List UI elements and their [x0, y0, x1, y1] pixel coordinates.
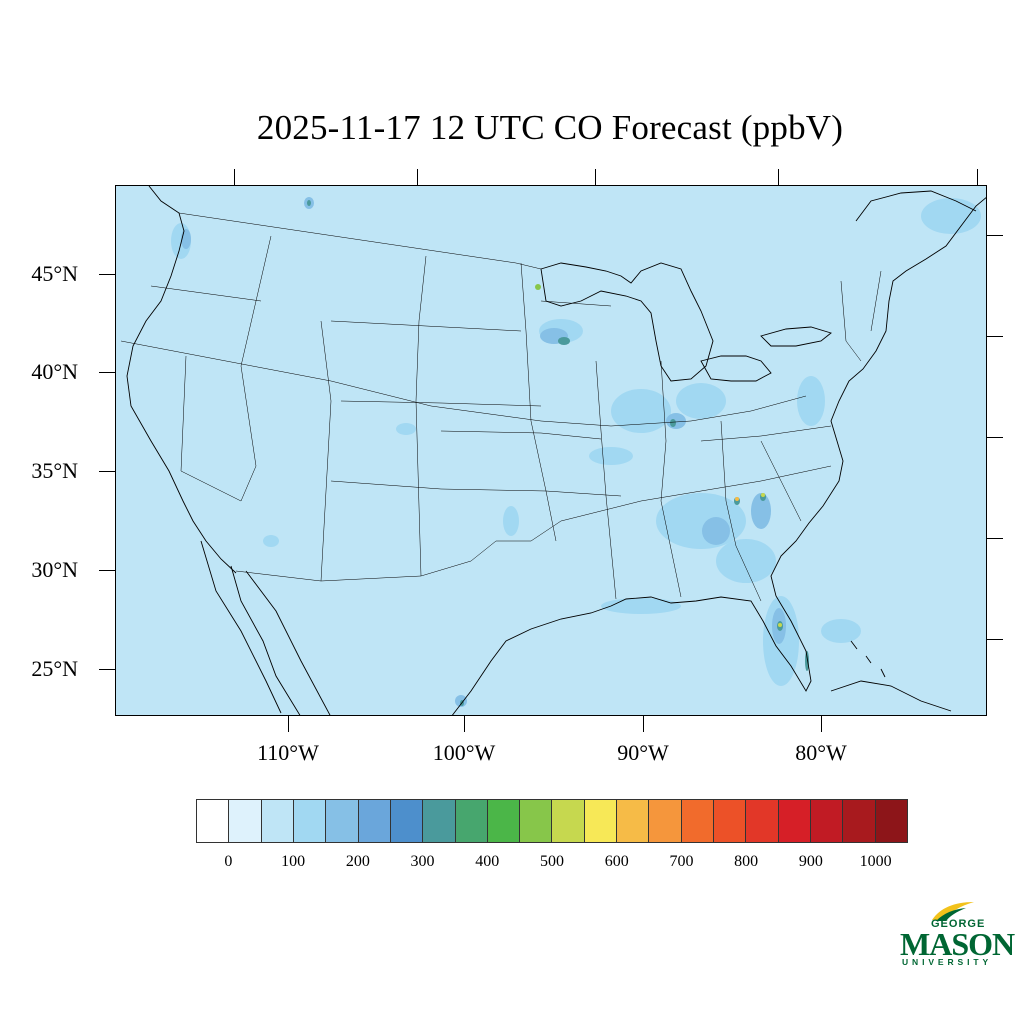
lat-label-25: 25°N [31, 656, 78, 681]
colorbar-label: 200 [345, 853, 370, 870]
colorbar-cell [423, 800, 456, 842]
logo-george: GEORGE [931, 918, 986, 930]
top-tick [234, 169, 235, 185]
colorbar-label: 400 [475, 853, 500, 870]
lon-label-110w: 110°W [257, 740, 319, 765]
colorbar-cell [778, 800, 811, 842]
bottom-tick [464, 716, 465, 732]
colorbar-label: 800 [734, 853, 759, 870]
colorbar-cell [810, 800, 844, 842]
peak-hotspots [535, 284, 782, 627]
top-tick [778, 169, 779, 185]
left-tick [99, 471, 115, 472]
left-tick [99, 669, 115, 670]
bottom-tick [643, 716, 644, 732]
bottom-tick [288, 716, 289, 732]
colorbar-cell [746, 800, 779, 842]
lon-label-90w: 90°W [617, 740, 669, 765]
lon-label-100w: 100°W [432, 740, 496, 765]
lat-label-45: 45°N [31, 261, 78, 286]
right-tick [987, 538, 1003, 539]
colorbar-cell [681, 800, 714, 842]
colorbar-cell [229, 800, 262, 842]
top-tick [977, 169, 978, 185]
left-tick [99, 570, 115, 571]
colorbar-cell [520, 800, 553, 842]
logo-university: UNIVERSITY [902, 957, 993, 967]
colorbar-label: 1000 [859, 853, 892, 870]
top-tick [417, 169, 418, 185]
colorbar-cell [649, 800, 682, 842]
right-tick [987, 235, 1003, 236]
colorbar-label: 300 [410, 853, 435, 870]
colorbar-cell [617, 800, 650, 842]
right-tick [987, 336, 1003, 337]
colorbar-cell [390, 800, 424, 842]
state-borders [120, 212, 882, 602]
co-forecast-map [115, 185, 987, 716]
colorbar-cell [487, 800, 521, 842]
flame-icon [932, 902, 974, 921]
colorbar-cell [455, 800, 488, 842]
colorbar [196, 799, 908, 843]
colorbar-label: 100 [281, 853, 306, 870]
mid-level-plumes [181, 197, 786, 707]
colorbar-label: 0 [224, 853, 233, 870]
top-tick [595, 169, 596, 185]
colorbar-cell [843, 800, 876, 842]
left-tick [99, 372, 115, 373]
colorbar-cell [875, 800, 907, 842]
colorbar-cell [326, 800, 359, 842]
colorbar-cell [584, 800, 618, 842]
right-tick [987, 437, 1003, 438]
logo-mason: MASON [900, 926, 1015, 962]
coastlines [126, 186, 986, 715]
colorbar-cell [293, 800, 327, 842]
lon-label-80w: 80°W [795, 740, 847, 765]
colorbar-cell [197, 800, 230, 842]
lat-label-35: 35°N [31, 458, 78, 483]
colorbar-cell [714, 800, 747, 842]
colorbar-label: 600 [604, 853, 629, 870]
colorbar-cell [552, 800, 585, 842]
colorbar-label: 900 [798, 853, 823, 870]
right-tick [987, 639, 1003, 640]
lat-label-30: 30°N [31, 557, 78, 582]
colorbar-cell [261, 800, 294, 842]
chart-title: 2025-11-17 12 UTC CO Forecast (ppbV) [256, 108, 844, 147]
lat-label-40: 40°N [31, 359, 78, 384]
bottom-tick [821, 716, 822, 732]
george-mason-logo: GEORGE MASON UNIVERSITY [898, 900, 1015, 970]
left-tick [99, 274, 115, 275]
colorbar-label: 700 [669, 853, 694, 870]
colorbar-label: 500 [540, 853, 564, 870]
map-svg [116, 186, 986, 715]
colorbar-cell [358, 800, 391, 842]
